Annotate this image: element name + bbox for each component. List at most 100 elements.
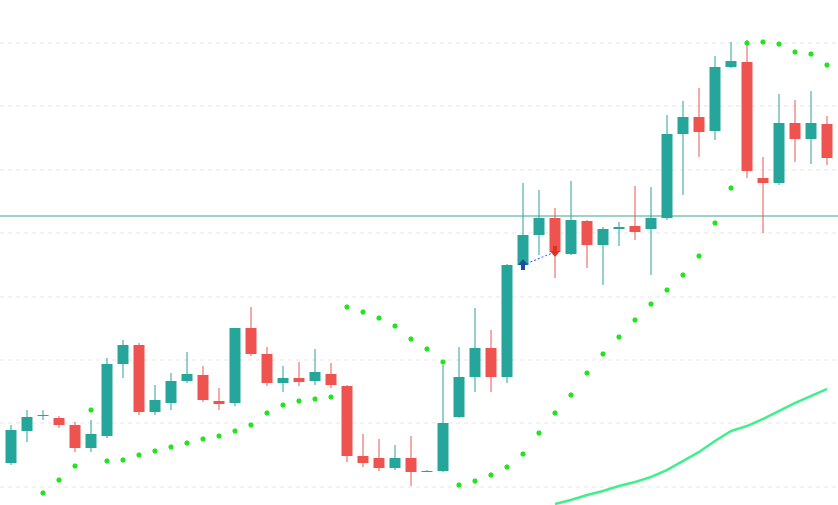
candle-body bbox=[389, 458, 401, 468]
sar-dot bbox=[824, 62, 830, 68]
sar-dot bbox=[568, 392, 574, 398]
sar-dot bbox=[232, 428, 238, 434]
sar-dot bbox=[776, 41, 782, 47]
candle-body bbox=[597, 229, 609, 245]
sar-dot bbox=[616, 334, 622, 340]
sar-dot bbox=[104, 458, 110, 464]
sar-dot bbox=[40, 490, 46, 496]
candle-body bbox=[725, 61, 737, 67]
candle-body bbox=[773, 123, 785, 183]
sar-dot bbox=[760, 39, 766, 45]
sar-dot bbox=[88, 407, 94, 413]
sar-dot bbox=[488, 472, 494, 478]
sar-dot bbox=[472, 478, 478, 484]
candle-body bbox=[437, 423, 449, 471]
sar-dot bbox=[808, 51, 814, 57]
sar-dot bbox=[264, 410, 270, 416]
candle-body bbox=[645, 218, 657, 229]
trade-link bbox=[522, 251, 556, 266]
candle-body bbox=[53, 418, 65, 425]
sar-dot bbox=[328, 394, 334, 400]
sar-dot bbox=[216, 433, 222, 439]
candle-body bbox=[453, 377, 465, 417]
sar-dot bbox=[456, 482, 462, 488]
sar-dot bbox=[536, 430, 542, 436]
candle-body bbox=[133, 345, 145, 412]
sar-dot bbox=[248, 422, 254, 428]
sar-dot bbox=[600, 351, 606, 357]
candle-body bbox=[117, 345, 129, 364]
sar-dot bbox=[344, 304, 350, 310]
sar-dot bbox=[184, 440, 190, 446]
candle-body bbox=[309, 372, 321, 381]
candle-body bbox=[149, 400, 161, 412]
sar-dot bbox=[792, 49, 798, 55]
candle-body bbox=[181, 374, 193, 381]
candle-body bbox=[357, 456, 369, 463]
candle-body bbox=[517, 235, 529, 265]
sar-dot bbox=[584, 370, 590, 376]
candle-body bbox=[501, 265, 513, 377]
candle-body bbox=[165, 381, 177, 403]
candle-body bbox=[469, 348, 481, 377]
sar-dot bbox=[136, 452, 142, 458]
candle-body bbox=[293, 378, 305, 382]
candle-body bbox=[197, 375, 209, 400]
candle-body bbox=[629, 226, 641, 232]
sar-dot bbox=[152, 448, 158, 454]
sar-dot bbox=[648, 301, 654, 307]
sar-dot bbox=[392, 323, 398, 329]
sar-dot bbox=[440, 359, 446, 365]
candle-body bbox=[213, 401, 225, 404]
candle-body bbox=[421, 471, 433, 472]
candle-body bbox=[757, 178, 769, 183]
candle-body bbox=[85, 434, 97, 448]
sar-dot bbox=[360, 309, 366, 315]
candle-body bbox=[101, 364, 113, 436]
candle-body bbox=[37, 415, 49, 416]
sar-dot bbox=[424, 346, 430, 352]
sar-dot bbox=[664, 287, 670, 293]
sar-dot bbox=[280, 402, 286, 408]
sar-dot bbox=[296, 398, 302, 404]
candle-body bbox=[405, 458, 417, 472]
buy-arrow bbox=[518, 259, 528, 270]
candle-body bbox=[229, 328, 241, 403]
candle-body bbox=[741, 62, 753, 171]
candle-body bbox=[325, 374, 337, 385]
candle-body bbox=[661, 134, 673, 218]
candle-body bbox=[69, 425, 81, 448]
sar-dot bbox=[504, 464, 510, 470]
sar-dot bbox=[520, 451, 526, 457]
candle-body bbox=[533, 218, 545, 235]
candle-body bbox=[581, 221, 593, 245]
sar-dot bbox=[552, 410, 558, 416]
sar-dot bbox=[680, 272, 686, 278]
sar-dot bbox=[168, 444, 174, 450]
candle-body bbox=[5, 430, 17, 463]
sar-dot bbox=[376, 315, 382, 321]
candle-body bbox=[821, 124, 833, 158]
marks bbox=[0, 39, 838, 505]
sar-dot bbox=[56, 477, 62, 483]
candle-body bbox=[805, 123, 817, 139]
candle-body bbox=[789, 123, 801, 139]
sar-dot bbox=[632, 317, 638, 323]
candle-body bbox=[245, 328, 257, 354]
candle-body bbox=[485, 348, 497, 377]
candle-body bbox=[277, 378, 289, 383]
sar-dot bbox=[712, 220, 718, 226]
trade-markers bbox=[518, 246, 560, 270]
sar-dot bbox=[200, 436, 206, 442]
candle-body bbox=[693, 117, 705, 132]
candle-body bbox=[613, 227, 625, 229]
candle-body bbox=[261, 354, 273, 383]
sar-dot bbox=[744, 40, 750, 46]
sar-dot bbox=[408, 336, 414, 342]
candle-body bbox=[549, 218, 561, 252]
sar-dot bbox=[120, 457, 126, 463]
sar-dot bbox=[728, 185, 734, 191]
moving-average bbox=[554, 387, 828, 505]
